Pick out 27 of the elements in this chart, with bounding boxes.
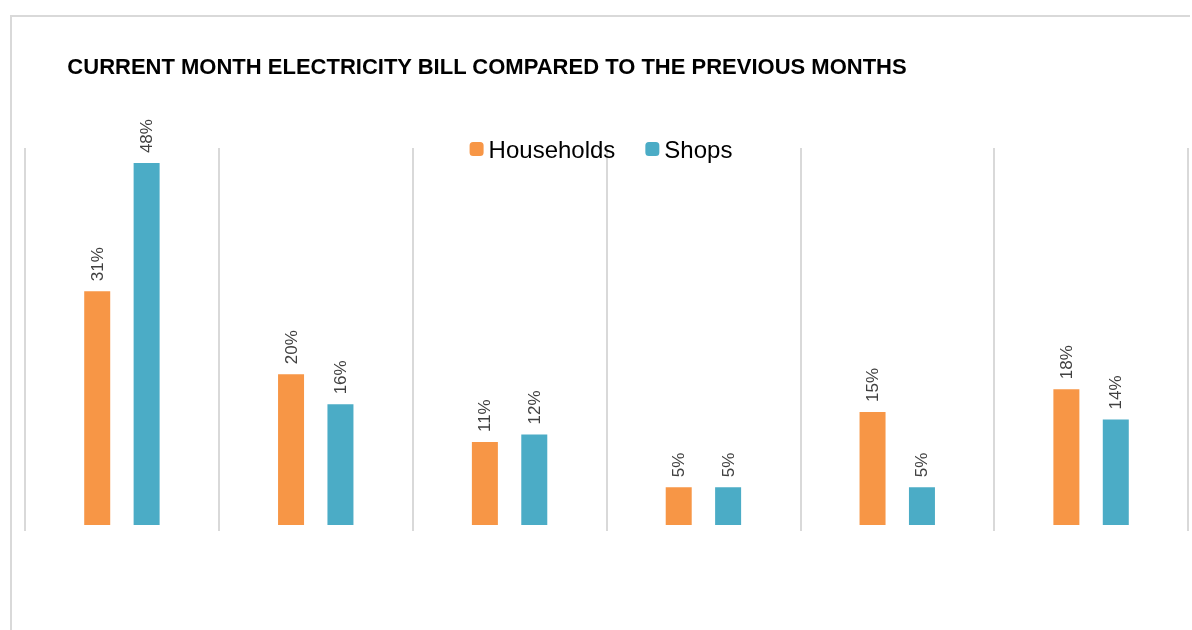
legend-label: Shops <box>664 135 733 163</box>
chart-title: CURRENT MONTH ELECTRICITY BILL COMPARED TO THE PREVIOUS MONTHS <box>67 53 907 79</box>
data-label: 5% <box>718 452 738 478</box>
data-label: 20% <box>281 330 301 365</box>
bar <box>278 374 305 525</box>
data-label: 16% <box>330 360 350 395</box>
bar <box>1102 419 1129 525</box>
legend-label: Households <box>488 135 616 163</box>
bar <box>133 163 160 525</box>
data-label: 11% <box>475 399 495 433</box>
data-label: 12% <box>524 390 544 425</box>
data-label: 5% <box>912 452 932 478</box>
bar <box>84 291 111 525</box>
bar <box>1053 389 1080 525</box>
data-label: 18% <box>1056 345 1076 380</box>
data-label: 15% <box>863 367 883 402</box>
bar <box>715 487 742 525</box>
bar <box>908 487 935 525</box>
bar <box>327 404 354 525</box>
bar <box>859 411 886 525</box>
data-label: 31% <box>87 247 107 282</box>
data-label: 5% <box>669 452 689 478</box>
bar <box>471 442 498 525</box>
data-label: 48% <box>137 119 157 154</box>
bar <box>665 487 692 525</box>
bar <box>521 434 548 525</box>
data-label: 14% <box>1106 375 1126 410</box>
